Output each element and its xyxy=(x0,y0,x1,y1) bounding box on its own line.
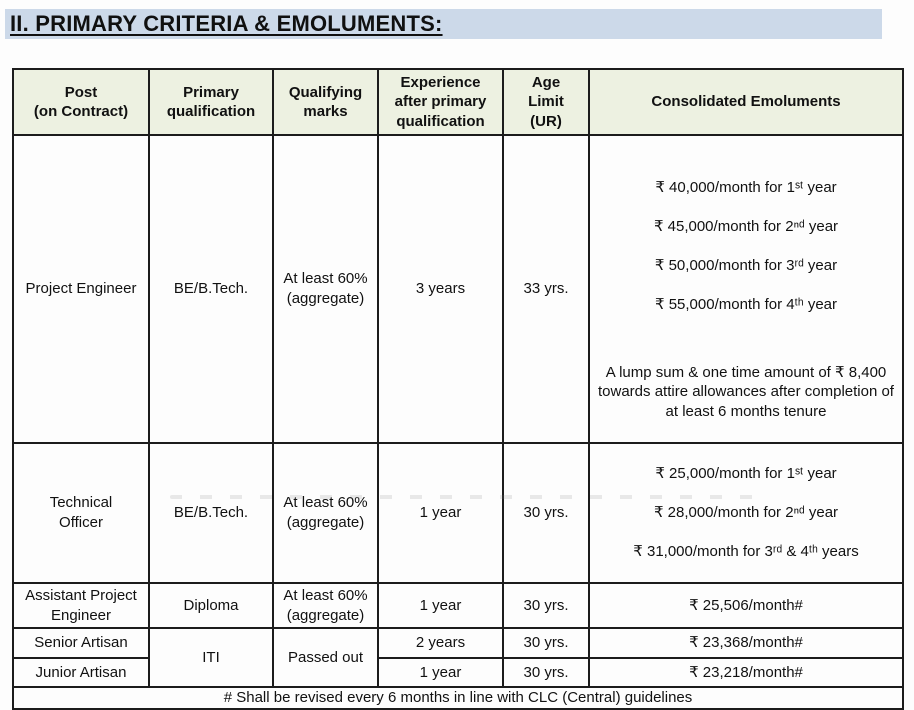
cell-marks-merged: Passed out xyxy=(272,627,379,688)
cell-post: Senior Artisan xyxy=(12,627,150,659)
cell-emoluments: ₹ 40,000/month for 1ˢᵗ year ₹ 45,000/mon… xyxy=(588,134,904,444)
cell-experience: 1 year xyxy=(377,657,504,688)
cell-experience: 1 year xyxy=(377,582,504,629)
cropped-next-line-artifact xyxy=(170,495,760,499)
table-row-technical-officer: Technical Officer BE/B.Tech. At least 60… xyxy=(12,441,904,584)
cell-qualification-merged: ITI xyxy=(148,627,274,688)
cell-experience: 3 years xyxy=(377,134,504,444)
col-header-post: Post (on Contract) xyxy=(12,68,150,136)
cell-age-limit: 30 yrs. xyxy=(502,582,590,629)
col-header-experience: Experience after primary qualification xyxy=(377,68,504,136)
emolument-line: ₹ 25,000/month for 1ˢᵗ year xyxy=(655,465,837,482)
cell-emoluments: ₹ 25,000/month for 1ˢᵗ year ₹ 28,000/mon… xyxy=(588,441,904,584)
table-header-row: Post (on Contract) Primary qualification… xyxy=(12,68,904,136)
cell-marks: At least 60% (aggregate) xyxy=(272,441,379,584)
emolument-line: ₹ 55,000/month for 4ᵗʰ year xyxy=(654,296,838,313)
criteria-emoluments-table: Post (on Contract) Primary qualification… xyxy=(12,68,904,710)
emolument-line: ₹ 28,000/month for 2ⁿᵈ year xyxy=(653,504,839,521)
col-header-primary-qualification: Primary qualification xyxy=(148,68,274,136)
table-row-project-engineer: Project Engineer BE/B.Tech. At least 60%… xyxy=(12,134,904,444)
cell-age-limit: 30 yrs. xyxy=(502,657,590,688)
cell-age-limit: 30 yrs. xyxy=(502,627,590,659)
cell-qualification: BE/B.Tech. xyxy=(148,134,274,444)
cell-post: Technical Officer xyxy=(12,441,150,584)
emolument-line: ₹ 40,000/month for 1ˢᵗ year xyxy=(655,179,837,196)
table-row-assistant-project-engineer: Assistant Project Engineer Diploma At le… xyxy=(12,582,904,629)
cell-age-limit: 30 yrs. xyxy=(502,441,590,584)
cell-post: Junior Artisan xyxy=(12,657,150,688)
col-header-consolidated-emoluments: Consolidated Emoluments xyxy=(588,68,904,136)
footnote-text: # Shall be revised every 6 months in lin… xyxy=(12,686,904,710)
cell-post: Assistant Project Engineer xyxy=(12,582,150,629)
section-title-highlight: II. PRIMARY CRITERIA & EMOLUMENTS: xyxy=(5,9,882,39)
cell-qualification: BE/B.Tech. xyxy=(148,441,274,584)
cell-emoluments: ₹ 23,218/month# xyxy=(588,657,904,688)
col-header-age-limit: Age Limit (UR) xyxy=(502,68,590,136)
emolument-line: ₹ 45,000/month for 2ⁿᵈ year xyxy=(653,218,839,235)
cell-post: Project Engineer xyxy=(12,134,150,444)
table-row-senior-artisan: Senior Artisan ITI Passed out 2 years 30… xyxy=(12,627,904,688)
table-footnote-row: # Shall be revised every 6 months in lin… xyxy=(12,686,904,710)
emoluments-attire-note: A lump sum & one time amount of ₹ 8,400 … xyxy=(598,363,894,420)
section-title: II. PRIMARY CRITERIA & EMOLUMENTS: xyxy=(10,11,443,36)
cell-marks: At least 60% (aggregate) xyxy=(272,582,379,629)
cell-age-limit: 33 yrs. xyxy=(502,134,590,444)
cell-qualification: Diploma xyxy=(148,582,274,629)
emoluments-salary-lines: ₹ 40,000/month for 1ˢᵗ year ₹ 45,000/mon… xyxy=(594,159,898,335)
cell-experience: 2 years xyxy=(377,627,504,659)
cell-marks: At least 60% (aggregate) xyxy=(272,134,379,444)
table-row-junior-artisan: Junior Artisan 1 year 30 yrs. ₹ 23,218/m… xyxy=(12,657,904,688)
cell-emoluments: ₹ 23,368/month# xyxy=(588,627,904,659)
cell-emoluments: ₹ 25,506/month# xyxy=(588,582,904,629)
emolument-line: ₹ 50,000/month for 3ʳᵈ year xyxy=(654,257,838,274)
emolument-line: ₹ 31,000/month for 3ʳᵈ & 4ᵗʰ years xyxy=(633,543,859,560)
cell-experience: 1 year xyxy=(377,441,504,584)
col-header-qualifying-marks: Qualifying marks xyxy=(272,68,379,136)
